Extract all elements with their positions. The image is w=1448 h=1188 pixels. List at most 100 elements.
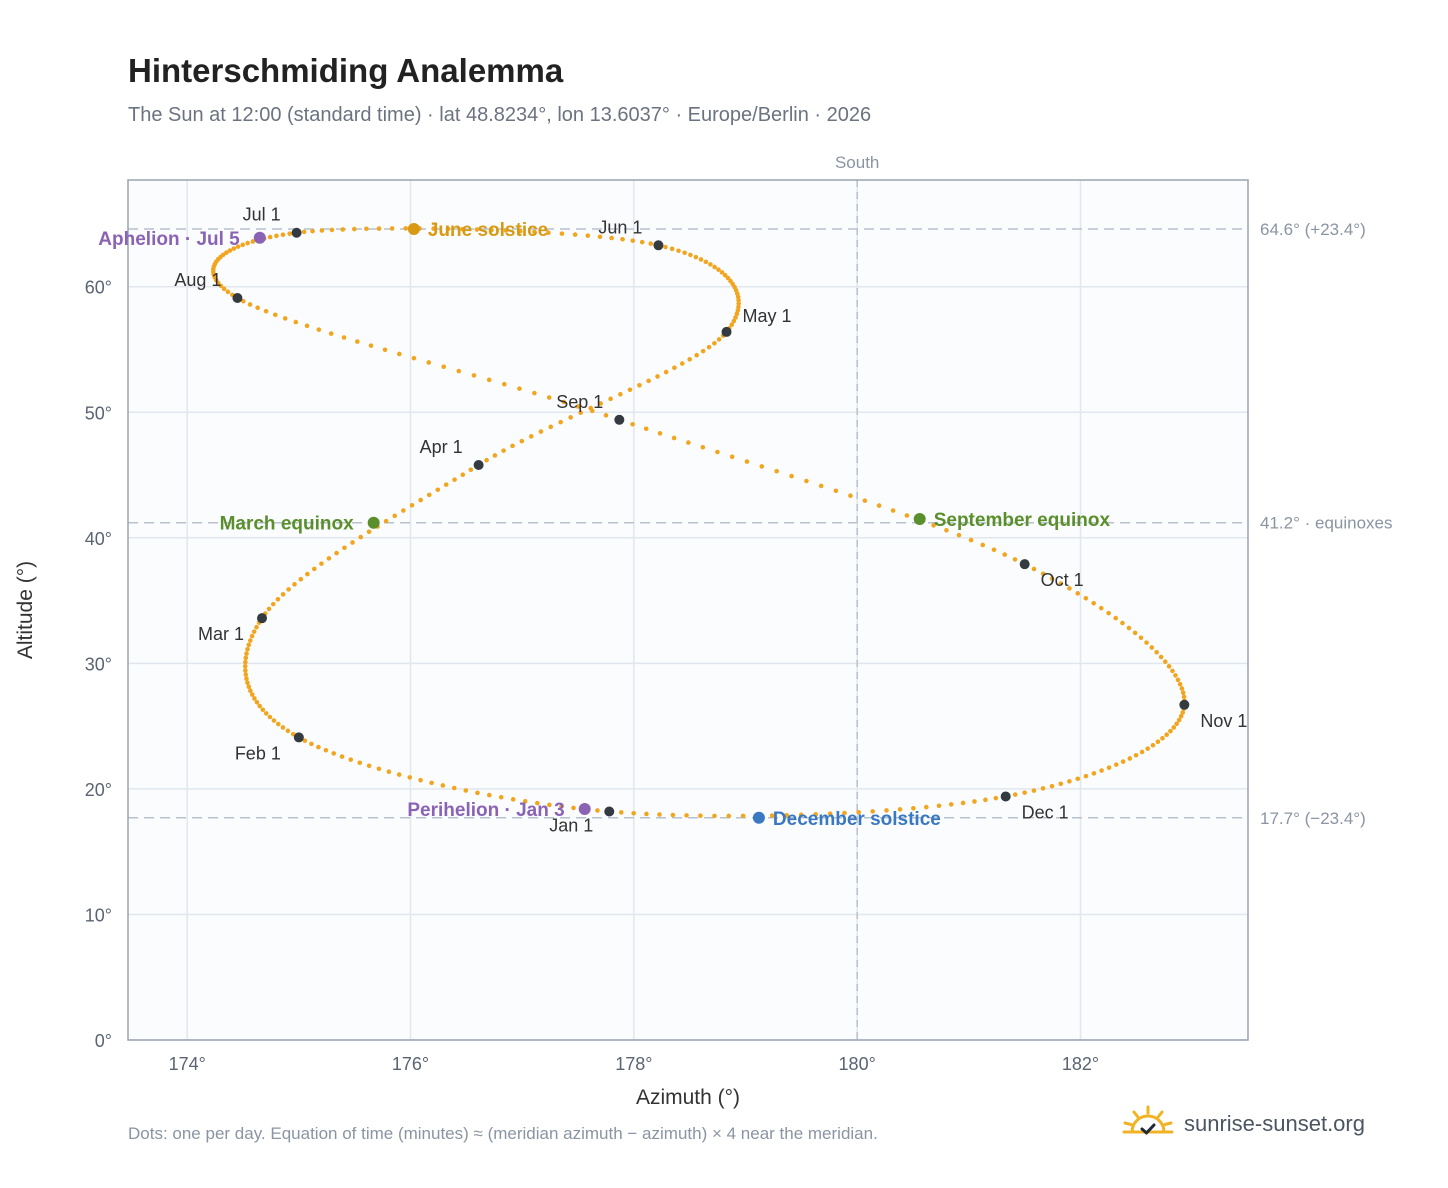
daily-dot <box>1083 595 1089 601</box>
daily-dot <box>517 386 522 391</box>
daily-dot <box>357 760 363 766</box>
daily-dot <box>848 493 853 499</box>
month-marker <box>473 459 484 470</box>
daily-dot <box>235 244 241 249</box>
daily-dot <box>722 272 728 278</box>
daily-dot <box>706 344 712 350</box>
daily-dot <box>287 231 292 236</box>
daily-dot <box>936 803 942 809</box>
daily-dot <box>627 387 633 393</box>
daily-dot <box>1180 710 1186 715</box>
daily-dot <box>301 229 307 235</box>
daily-dot <box>1067 779 1072 784</box>
month-label: May 1 <box>743 306 792 326</box>
event-label: March equinox <box>220 514 355 535</box>
daily-dot <box>445 226 451 232</box>
daily-dot <box>731 318 737 324</box>
daily-dot <box>1040 786 1046 791</box>
daily-dot <box>225 289 231 295</box>
daily-dot <box>243 672 249 677</box>
daily-dot <box>440 783 446 788</box>
daily-dot <box>559 231 565 236</box>
daily-dot <box>657 431 663 436</box>
month-label: Oct 1 <box>1041 570 1084 590</box>
daily-dot <box>254 699 260 705</box>
daily-dot <box>386 769 392 775</box>
daily-dot <box>630 421 635 427</box>
daily-dot <box>578 410 583 416</box>
daily-dot <box>980 542 986 548</box>
brand-name: sunrise-sunset.org <box>1184 1111 1365 1136</box>
daily-dot <box>249 692 255 697</box>
daily-dot <box>475 790 480 796</box>
month-label: Mar 1 <box>198 624 244 644</box>
daily-dot <box>383 518 389 524</box>
daily-dot <box>725 275 731 281</box>
daily-dot <box>246 684 252 690</box>
event-marker <box>578 802 591 815</box>
daily-dot <box>1158 654 1164 660</box>
daily-dot <box>298 576 304 582</box>
daily-dot <box>671 435 677 441</box>
daily-dot <box>1091 600 1096 606</box>
month-label: Feb 1 <box>235 743 281 763</box>
daily-dot <box>358 534 364 540</box>
month-label: Aug 1 <box>174 270 221 290</box>
month-marker <box>291 227 302 238</box>
x-tick-label: 178° <box>615 1054 652 1074</box>
daily-dot <box>1012 792 1018 797</box>
daily-dot <box>890 508 896 513</box>
y-tick-label: 30° <box>85 654 112 674</box>
daily-dot <box>293 319 299 325</box>
daily-dot <box>715 449 720 455</box>
daily-dot <box>789 473 794 479</box>
daily-dot <box>366 529 372 535</box>
daily-dot <box>670 812 676 818</box>
event-marker <box>253 231 266 244</box>
month-label: Apr 1 <box>420 437 463 457</box>
daily-dot <box>429 780 434 786</box>
daily-dot <box>968 537 974 543</box>
daily-dot <box>948 802 954 807</box>
month-label: Jan 1 <box>549 816 593 836</box>
daily-dot <box>646 378 651 384</box>
daily-dot <box>263 711 269 716</box>
daily-dot <box>568 415 573 420</box>
daily-dot <box>240 298 246 304</box>
daily-dot <box>603 413 609 418</box>
daily-dot <box>740 813 746 819</box>
daily-dot <box>1179 686 1185 691</box>
daily-dot <box>769 813 775 818</box>
daily-dot <box>657 812 662 817</box>
y-tick-label: 0° <box>95 1031 112 1051</box>
daily-dot <box>876 503 882 508</box>
daily-dot <box>648 241 654 246</box>
daily-dot <box>510 443 515 449</box>
daily-dot <box>251 629 257 634</box>
daily-dot <box>655 374 660 379</box>
daily-dot <box>463 788 469 793</box>
reference-line-label: 17.7° (−23.4°) <box>1260 809 1366 828</box>
daily-dot <box>698 257 704 262</box>
brand-logo[interactable]: sunrise-sunset.org <box>1122 1104 1365 1144</box>
daily-dot <box>426 360 432 365</box>
daily-dot <box>1075 776 1081 782</box>
daily-dot <box>392 513 398 519</box>
daily-dot <box>245 240 250 246</box>
daily-dot <box>227 248 233 253</box>
daily-dot <box>547 802 552 808</box>
daily-dot <box>631 810 636 816</box>
daily-dot <box>316 744 321 750</box>
daily-dot <box>342 545 347 551</box>
daily-dot <box>503 228 509 233</box>
daily-dot <box>682 250 687 256</box>
x-axis-label: Azimuth (°) <box>636 1086 740 1109</box>
daily-dot <box>991 547 997 553</box>
daily-dot <box>275 596 281 602</box>
daily-dot <box>350 540 355 545</box>
plot-area <box>128 180 1248 1040</box>
daily-dot <box>389 226 395 231</box>
daily-dot <box>804 478 809 484</box>
daily-dot <box>246 642 252 648</box>
daily-dot <box>736 301 741 306</box>
